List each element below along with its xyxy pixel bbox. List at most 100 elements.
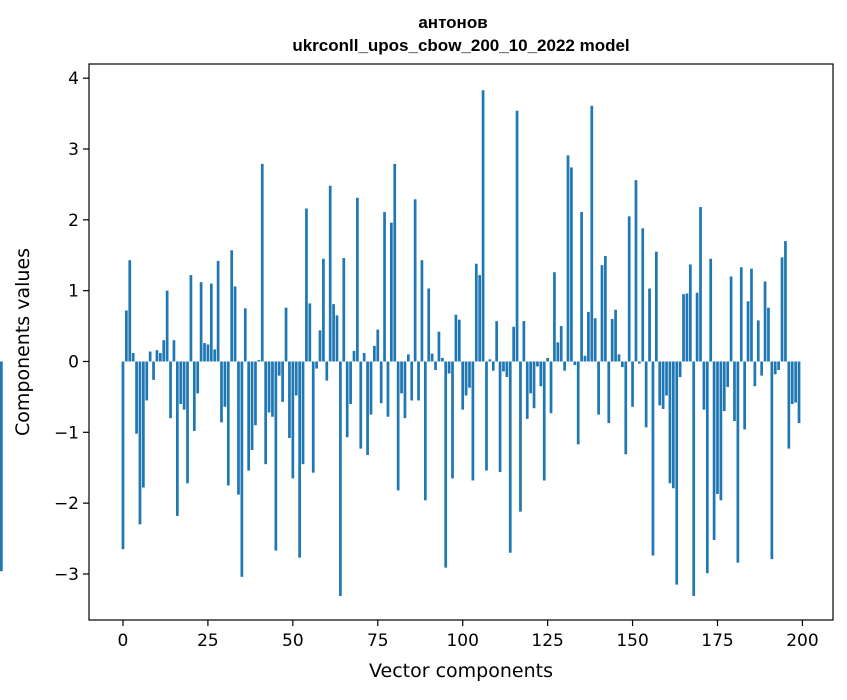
bar-115 xyxy=(512,326,516,362)
bar-77 xyxy=(383,212,386,362)
bar-95 xyxy=(444,361,448,568)
bar-87 xyxy=(417,361,420,401)
bar-46 xyxy=(277,361,281,376)
bar-9 xyxy=(152,361,155,380)
bar-173 xyxy=(709,258,713,362)
bar-27 xyxy=(213,349,217,362)
bar-111 xyxy=(498,361,502,472)
bar-49 xyxy=(288,361,291,438)
bar-22 xyxy=(196,361,200,394)
bar-90 xyxy=(427,288,431,362)
bar-12 xyxy=(162,340,166,362)
bar-21 xyxy=(192,361,196,431)
chart-subtitle: ukrconll_upos_cbow_200_10_2022 model xyxy=(292,36,629,55)
bar-92 xyxy=(434,361,437,370)
bar-164 xyxy=(678,361,682,378)
bar-18 xyxy=(182,361,186,410)
bar-153 xyxy=(641,228,645,362)
bar-58 xyxy=(318,330,322,362)
bar-148 xyxy=(624,361,628,455)
bar-138 xyxy=(590,105,594,362)
bar-57 xyxy=(315,361,318,369)
bar-66 xyxy=(345,361,349,438)
bar-26 xyxy=(209,283,213,362)
bar-162 xyxy=(671,361,675,489)
bar-135 xyxy=(580,212,583,362)
bar-68 xyxy=(352,350,356,362)
bar-55 xyxy=(308,303,312,362)
bar-98 xyxy=(454,314,458,362)
bar-168 xyxy=(692,361,696,596)
bar-145 xyxy=(614,309,617,362)
bar-51 xyxy=(294,361,298,396)
bar-23 xyxy=(199,282,203,362)
bar-11 xyxy=(158,352,162,362)
bar-178 xyxy=(726,361,730,387)
bar-78 xyxy=(386,361,390,417)
plot-frame xyxy=(88,63,834,621)
bars xyxy=(0,90,801,596)
bar-154 xyxy=(644,361,648,428)
bar-109 xyxy=(491,361,495,371)
bar-104 xyxy=(474,263,478,362)
x-tick-label: 25 xyxy=(197,631,219,651)
bar-24 xyxy=(203,343,206,362)
bar-143 xyxy=(607,361,611,424)
bar-156 xyxy=(651,361,655,556)
bar-151 xyxy=(634,180,638,362)
bar-191 xyxy=(770,361,774,560)
bar-86 xyxy=(413,199,417,362)
bar-187 xyxy=(756,320,760,362)
bar-188 xyxy=(760,361,764,376)
bar-88 xyxy=(420,260,424,362)
bar-32 xyxy=(230,250,234,362)
bar-8 xyxy=(148,351,152,362)
bar-157 xyxy=(654,251,658,362)
bar-45 xyxy=(274,361,278,551)
bar-107 xyxy=(485,361,488,471)
bar-60 xyxy=(325,361,329,381)
bar-54 xyxy=(305,208,308,362)
bar-93 xyxy=(437,331,441,362)
bar-127 xyxy=(553,272,556,362)
bar-159 xyxy=(661,361,665,409)
bar-4 xyxy=(135,361,138,434)
bar-63 xyxy=(335,315,339,362)
bar-56 xyxy=(311,361,315,473)
bar-28 xyxy=(216,260,220,362)
bar-170 xyxy=(699,207,702,362)
bar-176 xyxy=(719,361,723,501)
bar-71 xyxy=(362,352,366,362)
bar-97 xyxy=(451,361,454,479)
bar-142 xyxy=(604,255,607,362)
bar-13 xyxy=(165,290,169,362)
bar-1 xyxy=(125,310,128,362)
y-tick-label: 4 xyxy=(68,69,79,89)
bar-169 xyxy=(695,292,699,362)
bar-83 xyxy=(403,361,407,419)
bar-44 xyxy=(271,361,274,417)
bar-39 xyxy=(254,361,257,426)
bar-33 xyxy=(233,286,237,362)
x-axis-label: Vector components xyxy=(369,660,553,682)
bar-17 xyxy=(179,361,183,404)
bar-43 xyxy=(267,361,271,413)
bar-94 xyxy=(440,357,444,362)
bar-166 xyxy=(685,293,689,362)
bar-112 xyxy=(502,361,505,372)
bar-81 xyxy=(396,361,400,491)
bar-53 xyxy=(301,361,305,465)
bar-182 xyxy=(739,267,743,362)
bar-186 xyxy=(753,361,757,387)
x-tick-label: 125 xyxy=(531,631,563,651)
bar-34 xyxy=(237,361,240,495)
bar-150 xyxy=(631,361,634,407)
bar-113 xyxy=(505,361,509,378)
bar-14 xyxy=(169,361,172,419)
bar-181 xyxy=(736,361,740,563)
bar-180 xyxy=(733,361,736,421)
y-tick-label: −1 xyxy=(54,423,79,443)
bar-140 xyxy=(597,361,600,415)
bar-133 xyxy=(573,361,577,366)
